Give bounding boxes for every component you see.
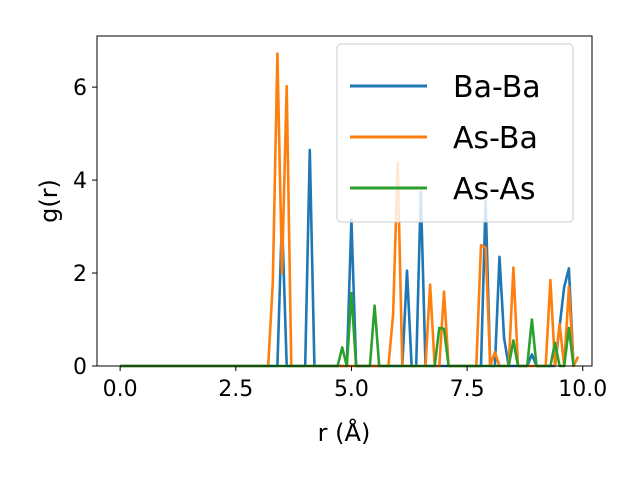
y-axis-label: g(r) bbox=[35, 179, 63, 223]
plot-frame bbox=[96, 35, 593, 367]
legend-box bbox=[336, 43, 574, 223]
x-tick-label: 7.5 bbox=[450, 377, 485, 402]
x-axis-label: r (Å) bbox=[318, 418, 371, 447]
x-tick-label: 5.0 bbox=[334, 377, 369, 402]
x-axis-ticks: 0.0 2.5 5.0 7.5 10.0 bbox=[103, 366, 607, 402]
x-tick-label: 0.0 bbox=[103, 377, 138, 402]
y-axis-ticks: 0 2 4 6 bbox=[73, 76, 97, 380]
y-tick-label: 0 bbox=[73, 355, 87, 380]
legend-label-as-ba: As-Ba bbox=[453, 121, 538, 156]
x-tick-label: 2.5 bbox=[218, 377, 253, 402]
legend-label-ba-ba: Ba-Ba bbox=[453, 70, 541, 105]
legend-label-as-as: As-As bbox=[453, 172, 535, 207]
y-tick-label: 4 bbox=[73, 169, 87, 194]
legend: Ba-Ba As-Ba As-As bbox=[336, 43, 574, 223]
y-tick-label: 2 bbox=[73, 262, 87, 287]
x-tick-label: 10.0 bbox=[558, 377, 607, 402]
y-tick-label: 6 bbox=[73, 76, 87, 101]
